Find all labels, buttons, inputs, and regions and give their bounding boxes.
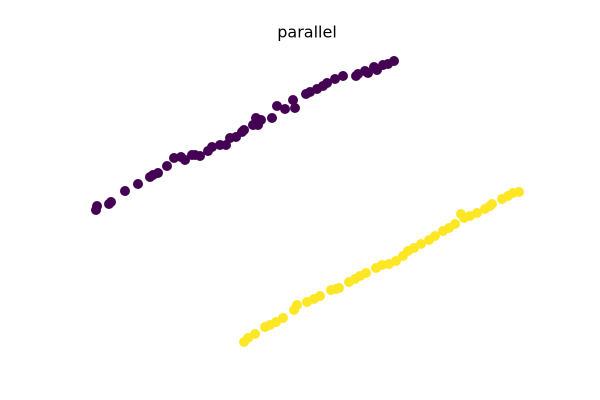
point [133, 179, 143, 189]
point [267, 113, 277, 123]
point [472, 208, 482, 218]
point [120, 186, 130, 196]
point [207, 142, 217, 152]
point [315, 291, 325, 301]
point [292, 300, 302, 310]
point [195, 151, 205, 161]
point [278, 313, 288, 323]
point [330, 74, 340, 84]
point [92, 201, 102, 211]
point [256, 115, 266, 125]
point [153, 168, 163, 178]
point [280, 104, 290, 114]
point [391, 256, 401, 266]
point [514, 187, 524, 197]
point [106, 197, 116, 207]
point [430, 231, 440, 241]
point [288, 95, 298, 105]
point [239, 125, 249, 135]
point [272, 101, 282, 111]
point [450, 219, 460, 229]
point [322, 78, 332, 88]
point [334, 283, 344, 293]
point [290, 103, 300, 113]
point [338, 71, 348, 81]
point [250, 329, 260, 339]
point [487, 199, 497, 209]
point [162, 161, 172, 171]
point [180, 155, 190, 165]
point [361, 268, 371, 278]
chart-title: parallel [277, 23, 337, 42]
point [389, 56, 399, 66]
point [416, 239, 426, 249]
